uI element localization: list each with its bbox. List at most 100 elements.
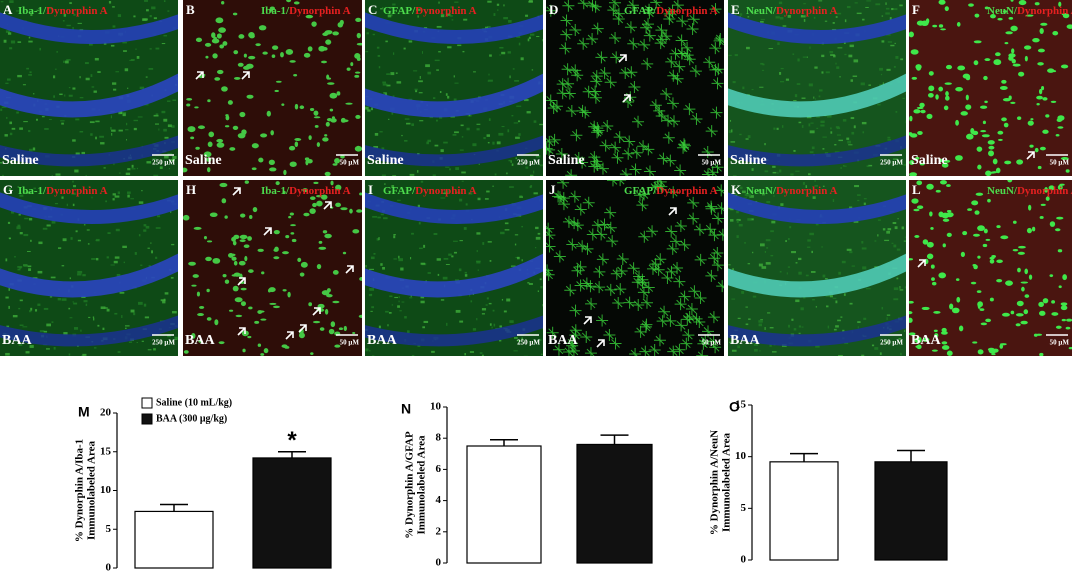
fiber — [30, 13, 33, 17]
fiber — [783, 190, 787, 194]
fiber — [539, 164, 543, 167]
cell — [225, 115, 230, 121]
cell — [922, 239, 929, 245]
fiber — [825, 278, 828, 280]
fiber — [453, 75, 455, 78]
fiber — [857, 326, 859, 329]
fiber — [833, 54, 836, 58]
fiber — [73, 185, 76, 188]
cell — [329, 108, 334, 112]
fiber — [395, 72, 398, 74]
fiber — [509, 320, 514, 323]
cell — [286, 0, 292, 3]
cell — [335, 202, 342, 208]
fiber — [155, 113, 159, 116]
cell — [294, 138, 302, 141]
fiber — [519, 195, 523, 198]
fiber — [853, 125, 856, 129]
fiber — [29, 148, 33, 152]
cell — [1052, 30, 1059, 36]
astrocyte — [667, 186, 680, 199]
astrocyte — [563, 87, 576, 100]
fiber — [846, 248, 852, 251]
fiber — [91, 196, 93, 199]
stain-target: Dynorphin A — [1017, 5, 1072, 17]
cell — [920, 109, 926, 114]
astrocyte — [562, 0, 575, 12]
stain-label: GFAP/Dynorphin A — [383, 5, 477, 17]
fiber — [903, 240, 906, 242]
fiber — [791, 251, 797, 254]
arrow — [917, 259, 926, 268]
fiber — [459, 149, 464, 151]
fiber — [369, 288, 375, 291]
micrograph-image — [183, 180, 362, 356]
cell — [914, 235, 920, 238]
fiber — [131, 168, 136, 170]
fiber — [383, 217, 388, 220]
fiber — [127, 191, 131, 194]
fiber — [482, 242, 485, 245]
cell-layer — [728, 192, 906, 224]
fiber — [510, 160, 512, 163]
cell — [1012, 63, 1021, 67]
fiber — [779, 16, 784, 20]
cell — [1007, 180, 1013, 183]
astrocyte — [624, 21, 637, 34]
astrocyte — [646, 225, 659, 238]
fiber — [26, 191, 31, 194]
cell — [987, 140, 995, 145]
astrocyte — [661, 271, 674, 284]
panel-letter: I — [368, 182, 373, 197]
astrocyte — [665, 55, 678, 68]
fiber — [56, 51, 58, 53]
fiber — [896, 277, 899, 280]
cell — [926, 113, 933, 119]
fiber — [780, 67, 784, 70]
fiber — [885, 340, 888, 344]
astrocyte — [548, 133, 561, 146]
fiber — [771, 220, 776, 224]
cell-layer — [728, 315, 906, 347]
fiber — [389, 295, 393, 298]
astrocyte — [685, 302, 698, 315]
fiber — [448, 168, 451, 171]
y-axis-label: Immunolabeled Area — [86, 440, 98, 540]
fiber — [487, 0, 492, 3]
astrocyte — [703, 56, 716, 69]
cell — [970, 281, 977, 285]
fiber — [463, 18, 468, 21]
fiber — [837, 47, 843, 49]
fiber — [422, 51, 424, 54]
fiber — [492, 141, 495, 145]
fiber — [822, 185, 825, 187]
astrocyte — [569, 329, 582, 342]
cell — [1011, 48, 1015, 54]
fiber — [149, 48, 152, 50]
fiber — [79, 130, 84, 133]
fiber — [164, 155, 169, 159]
cell — [1024, 55, 1028, 62]
fiber — [143, 18, 148, 21]
fiber — [85, 174, 87, 176]
cell — [359, 276, 362, 281]
astrocyte — [654, 253, 667, 266]
fiber — [419, 120, 424, 122]
micrograph-image — [546, 180, 724, 356]
fiber — [399, 310, 402, 312]
cell — [354, 74, 360, 78]
fiber — [486, 190, 490, 193]
astrocyte — [576, 156, 589, 169]
scale-label: 50 μM — [1050, 339, 1070, 347]
cell — [1035, 333, 1043, 336]
fiber — [129, 59, 134, 61]
fiber — [385, 40, 388, 43]
fiber — [104, 307, 108, 309]
cell — [977, 349, 984, 355]
cell — [227, 100, 233, 105]
fiber — [43, 330, 48, 333]
cell — [938, 158, 943, 163]
cell — [332, 31, 339, 36]
